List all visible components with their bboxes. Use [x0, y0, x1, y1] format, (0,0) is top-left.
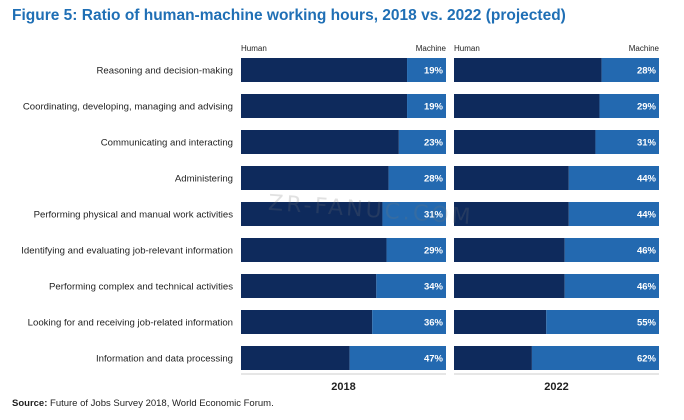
- bar-human-segment: [454, 274, 565, 298]
- bar-human-segment: [241, 274, 377, 298]
- bar-human-segment: [454, 166, 569, 190]
- bar-value-label: 44%: [637, 174, 657, 185]
- bar-human-segment: [454, 58, 602, 82]
- bar-machine-segment: [564, 238, 659, 262]
- bar-value-label: 31%: [637, 138, 657, 149]
- bar-machine-segment: [531, 346, 659, 370]
- bar-machine-segment: [398, 130, 446, 154]
- category-label: Looking for and receiving job-related in…: [28, 318, 233, 329]
- bar-human-segment: [454, 238, 565, 262]
- bar-machine-segment: [595, 130, 659, 154]
- category-label: Administering: [175, 174, 233, 185]
- panel-human-label: Human: [241, 44, 267, 53]
- bar-human-segment: [454, 202, 569, 226]
- panel-year-label: 2018: [331, 381, 355, 393]
- bar-machine-segment: [372, 310, 446, 334]
- bar-value-label: 46%: [637, 246, 657, 257]
- bar-value-label: 34%: [424, 282, 444, 293]
- bar-human-segment: [241, 130, 399, 154]
- source-note: Source: Future of Jobs Survey 2018, Worl…: [12, 398, 274, 409]
- bar-machine-segment: [349, 346, 446, 370]
- bar-human-segment: [454, 130, 596, 154]
- bar-machine-segment: [386, 238, 446, 262]
- category-label: Information and data processing: [96, 354, 233, 365]
- bar-value-label: 47%: [424, 354, 444, 365]
- bar-human-segment: [454, 94, 600, 118]
- bar-human-segment: [241, 202, 383, 226]
- bar-human-segment: [241, 58, 408, 82]
- source-text: Future of Jobs Survey 2018, World Econom…: [47, 398, 274, 409]
- bar-machine-segment: [407, 94, 446, 118]
- category-label: Performing physical and manual work acti…: [34, 210, 234, 221]
- category-label: Identifying and evaluating job-relevant …: [21, 246, 233, 257]
- bar-human-segment: [241, 166, 389, 190]
- bar-value-label: 46%: [637, 282, 657, 293]
- bar-machine-segment: [407, 58, 446, 82]
- bar-human-segment: [241, 94, 408, 118]
- bar-machine-segment: [546, 310, 659, 334]
- bar-value-label: 28%: [637, 66, 657, 77]
- bar-human-segment: [454, 310, 547, 334]
- chart-title: Figure 5: Ratio of human-machine working…: [12, 7, 566, 24]
- panel-machine-label: Machine: [416, 44, 447, 53]
- category-label: Communicating and interacting: [101, 138, 233, 149]
- bar-machine-segment: [376, 274, 446, 298]
- bar-human-segment: [241, 238, 387, 262]
- bar-machine-segment: [388, 166, 446, 190]
- bar-machine-segment: [601, 58, 659, 82]
- bar-value-label: 19%: [424, 102, 444, 113]
- panel-machine-label: Machine: [629, 44, 660, 53]
- bar-value-label: 28%: [424, 174, 444, 185]
- bar-value-label: 23%: [424, 138, 444, 149]
- panel-year-label: 2022: [544, 381, 568, 393]
- bar-machine-segment: [599, 94, 659, 118]
- bar-value-label: 44%: [637, 210, 657, 221]
- bar-human-segment: [241, 310, 373, 334]
- bar-value-label: 19%: [424, 66, 444, 77]
- source-label: Source:: [12, 398, 48, 409]
- bar-human-segment: [454, 346, 532, 370]
- bar-human-segment: [241, 346, 350, 370]
- category-label: Reasoning and decision-making: [96, 66, 233, 77]
- bar-value-label: 31%: [424, 210, 444, 221]
- bar-machine-segment: [568, 202, 659, 226]
- bar-value-label: 62%: [637, 354, 657, 365]
- panel-human-label: Human: [454, 44, 480, 53]
- bar-value-label: 29%: [424, 246, 444, 257]
- bar-machine-segment: [568, 166, 659, 190]
- bar-value-label: 55%: [637, 318, 657, 329]
- bar-value-label: 36%: [424, 318, 444, 329]
- category-label: Performing complex and technical activit…: [49, 282, 233, 293]
- bar-machine-segment: [382, 202, 446, 226]
- bar-machine-segment: [564, 274, 659, 298]
- bar-value-label: 29%: [637, 102, 657, 113]
- category-label: Coordinating, developing, managing and a…: [23, 102, 233, 113]
